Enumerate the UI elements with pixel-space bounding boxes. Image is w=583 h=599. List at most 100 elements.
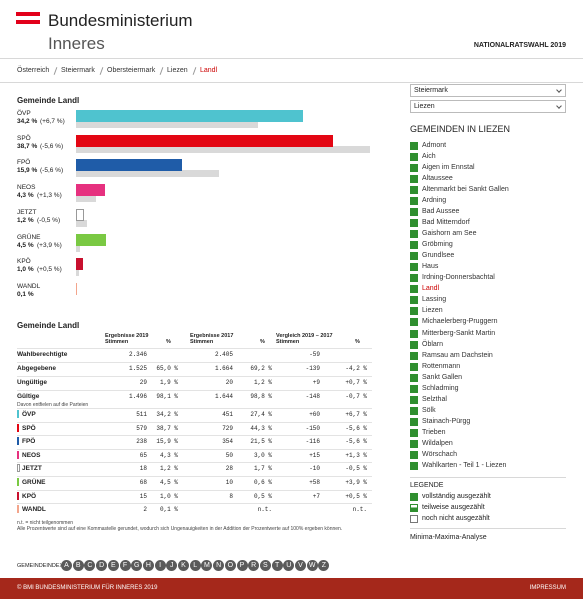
- index-letter[interactable]: I: [154, 560, 166, 571]
- index-letter[interactable]: Z: [318, 560, 330, 571]
- municipality-link[interactable]: Ramsau am Dachstein: [422, 351, 493, 359]
- analysis-link[interactable]: Minima-Maxima-Analyse: [410, 534, 487, 541]
- index-letter[interactable]: T: [271, 560, 283, 571]
- municipality-link[interactable]: Gröbming: [422, 241, 453, 249]
- footer-imprint[interactable]: IMPRESSUM: [529, 585, 566, 591]
- index-letter[interactable]: L: [189, 560, 201, 571]
- party-color: [17, 491, 19, 500]
- breadcrumb-link[interactable]: Steiermark: [61, 67, 95, 74]
- index-letter[interactable]: B: [72, 560, 84, 571]
- breadcrumb-separator: [159, 67, 164, 75]
- column-header: Ergebnisse 2017: [190, 333, 234, 339]
- table-cell: 65,0 %: [156, 365, 178, 372]
- row-divider: [17, 448, 372, 450]
- table-cell: 4,3 %: [159, 451, 178, 459]
- status-square: [410, 395, 418, 404]
- municipality-link[interactable]: Liezen: [422, 307, 443, 315]
- municipality-link[interactable]: Öblarn: [422, 340, 444, 348]
- status-square: [410, 296, 418, 305]
- index-letter[interactable]: N: [213, 560, 225, 571]
- party-name: GRÜNE: [17, 233, 41, 241]
- municipality-link[interactable]: Grundlsee: [422, 252, 455, 260]
- municipality-link[interactable]: Gaishorn am See: [422, 230, 477, 238]
- party-share: 1,2 %: [17, 216, 34, 224]
- municipality-link[interactable]: Sölk: [422, 406, 436, 414]
- table-cell: 29: [139, 379, 147, 386]
- municipality-link[interactable]: Lassing: [422, 296, 447, 304]
- municipality-link[interactable]: Irdning-Donnersbachtal: [422, 274, 495, 282]
- municipality-link[interactable]: Haus: [422, 263, 439, 271]
- status-square: [410, 417, 418, 426]
- municipality-link[interactable]: Altenmarkt bei Sankt Gallen: [422, 186, 509, 194]
- footer-band: [0, 578, 583, 599]
- table-cell: +7: [312, 492, 320, 500]
- row-label: Ungültige: [17, 379, 47, 386]
- legend-square: [410, 515, 418, 523]
- index-letter[interactable]: U: [283, 560, 295, 571]
- breadcrumb-link[interactable]: Österreich: [17, 67, 50, 74]
- row-divider: [17, 421, 372, 423]
- breadcrumb-link[interactable]: Landl: [200, 67, 218, 74]
- column-subheader: Stimmen: [190, 339, 214, 345]
- municipality-link[interactable]: Wildalpen: [422, 439, 453, 447]
- party-name: WANDL: [17, 282, 41, 290]
- index-letter[interactable]: K: [178, 560, 189, 571]
- table-cell: 15,9 %: [156, 438, 178, 446]
- municipality-link[interactable]: Ardning: [422, 197, 447, 205]
- index-letter[interactable]: W: [306, 560, 318, 571]
- index-letter[interactable]: A: [61, 560, 72, 571]
- index-letter[interactable]: J: [166, 560, 178, 571]
- municipality-link[interactable]: Schladming: [422, 384, 459, 392]
- select-box[interactable]: Liezen: [410, 100, 566, 113]
- index-letter[interactable]: G: [131, 560, 143, 571]
- index-letter[interactable]: E: [107, 560, 119, 571]
- breadcrumb-separator: [99, 67, 104, 75]
- index-letter[interactable]: R: [248, 560, 260, 571]
- select-box[interactable]: Steiermark: [410, 84, 566, 97]
- row-label: Abgegebene: [17, 365, 57, 372]
- party-name: ÖVP: [17, 110, 31, 117]
- municipality-link[interactable]: Aigen im Ennstal: [422, 164, 475, 172]
- row-label: Wahlberechtigte: [17, 351, 68, 358]
- index-letter[interactable]: M: [201, 560, 213, 571]
- municipality-link[interactable]: Admont: [422, 142, 447, 149]
- index-letter[interactable]: F: [119, 560, 131, 571]
- municipality-link[interactable]: Sankt Gallen: [422, 373, 463, 381]
- municipality-link[interactable]: Wahlkarten - Teil 1 - Liezen: [422, 461, 507, 469]
- municipality-link[interactable]: Stainach-Pürgg: [422, 417, 471, 425]
- table-title: Gemeinde Landl: [17, 321, 80, 330]
- municipality-link[interactable]: Bad Aussee: [422, 208, 460, 216]
- municipality-link[interactable]: Altaussee: [422, 175, 453, 183]
- status-square: [410, 340, 418, 349]
- index-letter[interactable]: O: [224, 560, 236, 571]
- status-square: [410, 252, 418, 261]
- index-letter[interactable]: C: [84, 560, 96, 571]
- party-color: [17, 437, 19, 446]
- index-letter[interactable]: D: [96, 560, 108, 571]
- breadcrumb-link[interactable]: Liezen: [167, 67, 188, 74]
- breadcrumb-link[interactable]: Obersteiermark: [107, 67, 156, 74]
- party-color: [17, 410, 19, 418]
- index-letter[interactable]: V: [295, 560, 306, 571]
- municipality-link[interactable]: Bad Mitterndorf: [422, 219, 470, 227]
- index-letter[interactable]: S: [259, 560, 271, 571]
- status-square: [410, 285, 418, 294]
- municipality-link[interactable]: Rottenmann: [422, 362, 461, 370]
- party-share: 0,1 %: [17, 290, 34, 298]
- row-divider: [17, 489, 372, 491]
- municipality-link[interactable]: Mitterberg-Sankt Martin: [422, 329, 496, 337]
- municipality-link[interactable]: Trieben: [422, 428, 446, 436]
- select-arrow: [556, 103, 562, 109]
- status-square: [410, 428, 418, 437]
- index-label: GEMEINDEINDEX: [17, 563, 64, 569]
- municipality-link[interactable]: Selzthal: [422, 395, 447, 403]
- party-color: [17, 505, 19, 514]
- municipality-link[interactable]: Michaelerberg-Pruggern: [422, 318, 498, 326]
- bar-2019: [76, 208, 84, 221]
- index-letter[interactable]: H: [142, 560, 154, 571]
- municipality-link[interactable]: Landl: [422, 285, 440, 293]
- municipality-link[interactable]: Aich: [422, 153, 436, 161]
- index-letter[interactable]: P: [236, 560, 248, 571]
- municipality-link[interactable]: Wörschach: [422, 450, 458, 458]
- row-label: Gültige: [17, 393, 40, 400]
